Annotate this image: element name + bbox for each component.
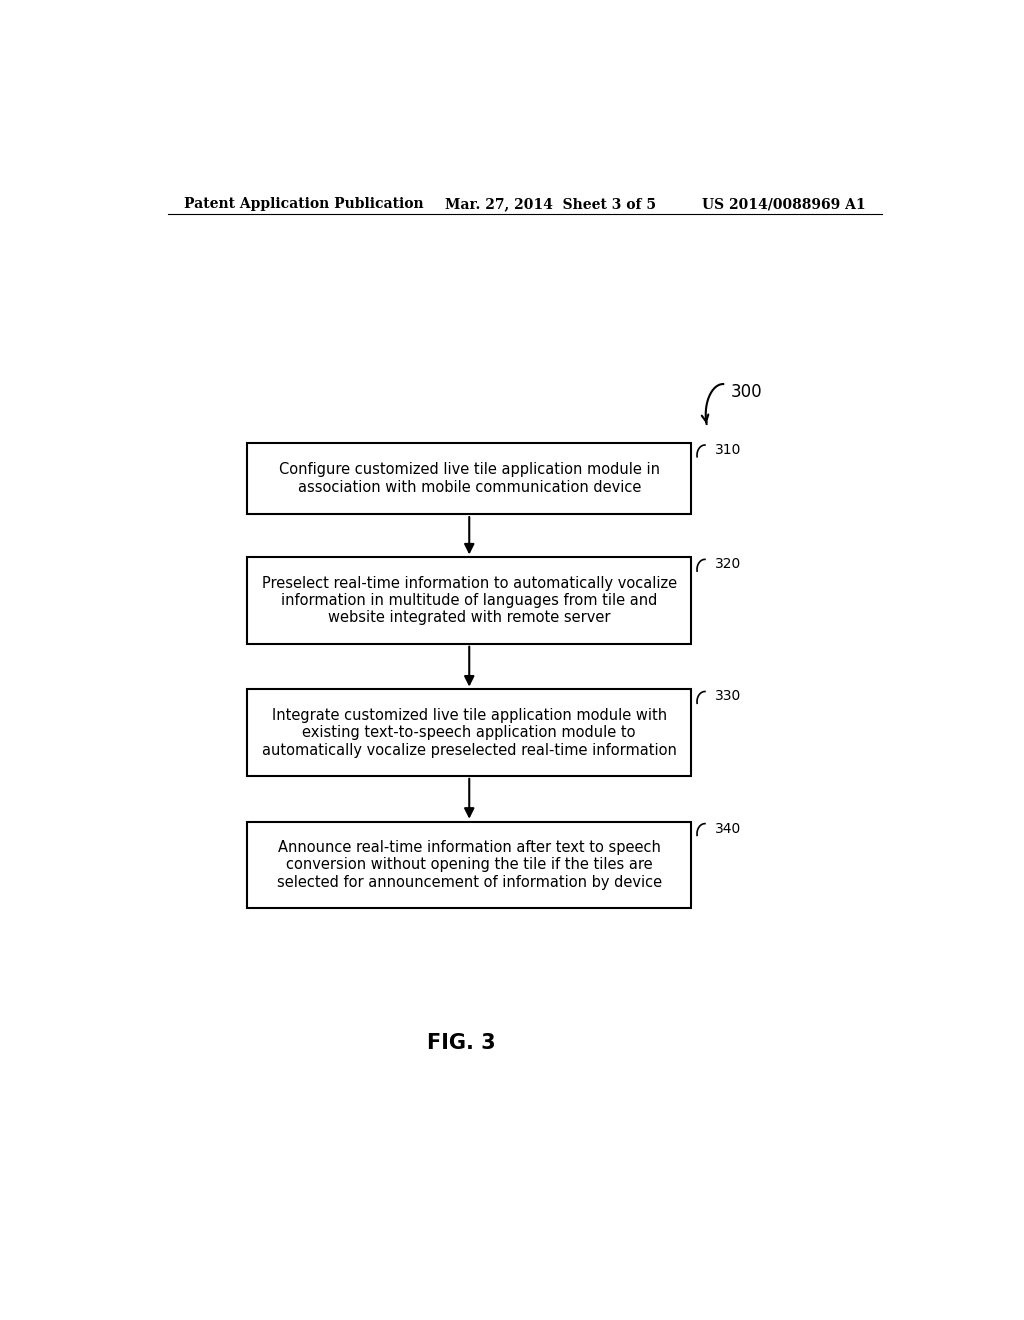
FancyBboxPatch shape	[247, 444, 691, 515]
Text: 320: 320	[715, 557, 741, 572]
Text: US 2014/0088969 A1: US 2014/0088969 A1	[702, 197, 866, 211]
FancyBboxPatch shape	[247, 557, 691, 644]
FancyBboxPatch shape	[247, 821, 691, 908]
Text: Integrate customized live tile application module with
existing text-to-speech a: Integrate customized live tile applicati…	[262, 708, 677, 758]
Text: Mar. 27, 2014  Sheet 3 of 5: Mar. 27, 2014 Sheet 3 of 5	[445, 197, 656, 211]
Text: 330: 330	[715, 689, 741, 704]
Text: Patent Application Publication: Patent Application Publication	[183, 197, 423, 211]
Text: 310: 310	[715, 444, 741, 457]
Text: 300: 300	[731, 383, 763, 401]
Text: FIG. 3: FIG. 3	[427, 1032, 496, 1052]
Text: Announce real-time information after text to speech
conversion without opening t: Announce real-time information after tex…	[276, 840, 662, 890]
Text: 340: 340	[715, 821, 741, 836]
Text: Configure customized live tile application module in
association with mobile com: Configure customized live tile applicati…	[279, 462, 659, 495]
Text: Preselect real-time information to automatically vocalize
information in multitu: Preselect real-time information to autom…	[262, 576, 677, 626]
FancyBboxPatch shape	[247, 689, 691, 776]
